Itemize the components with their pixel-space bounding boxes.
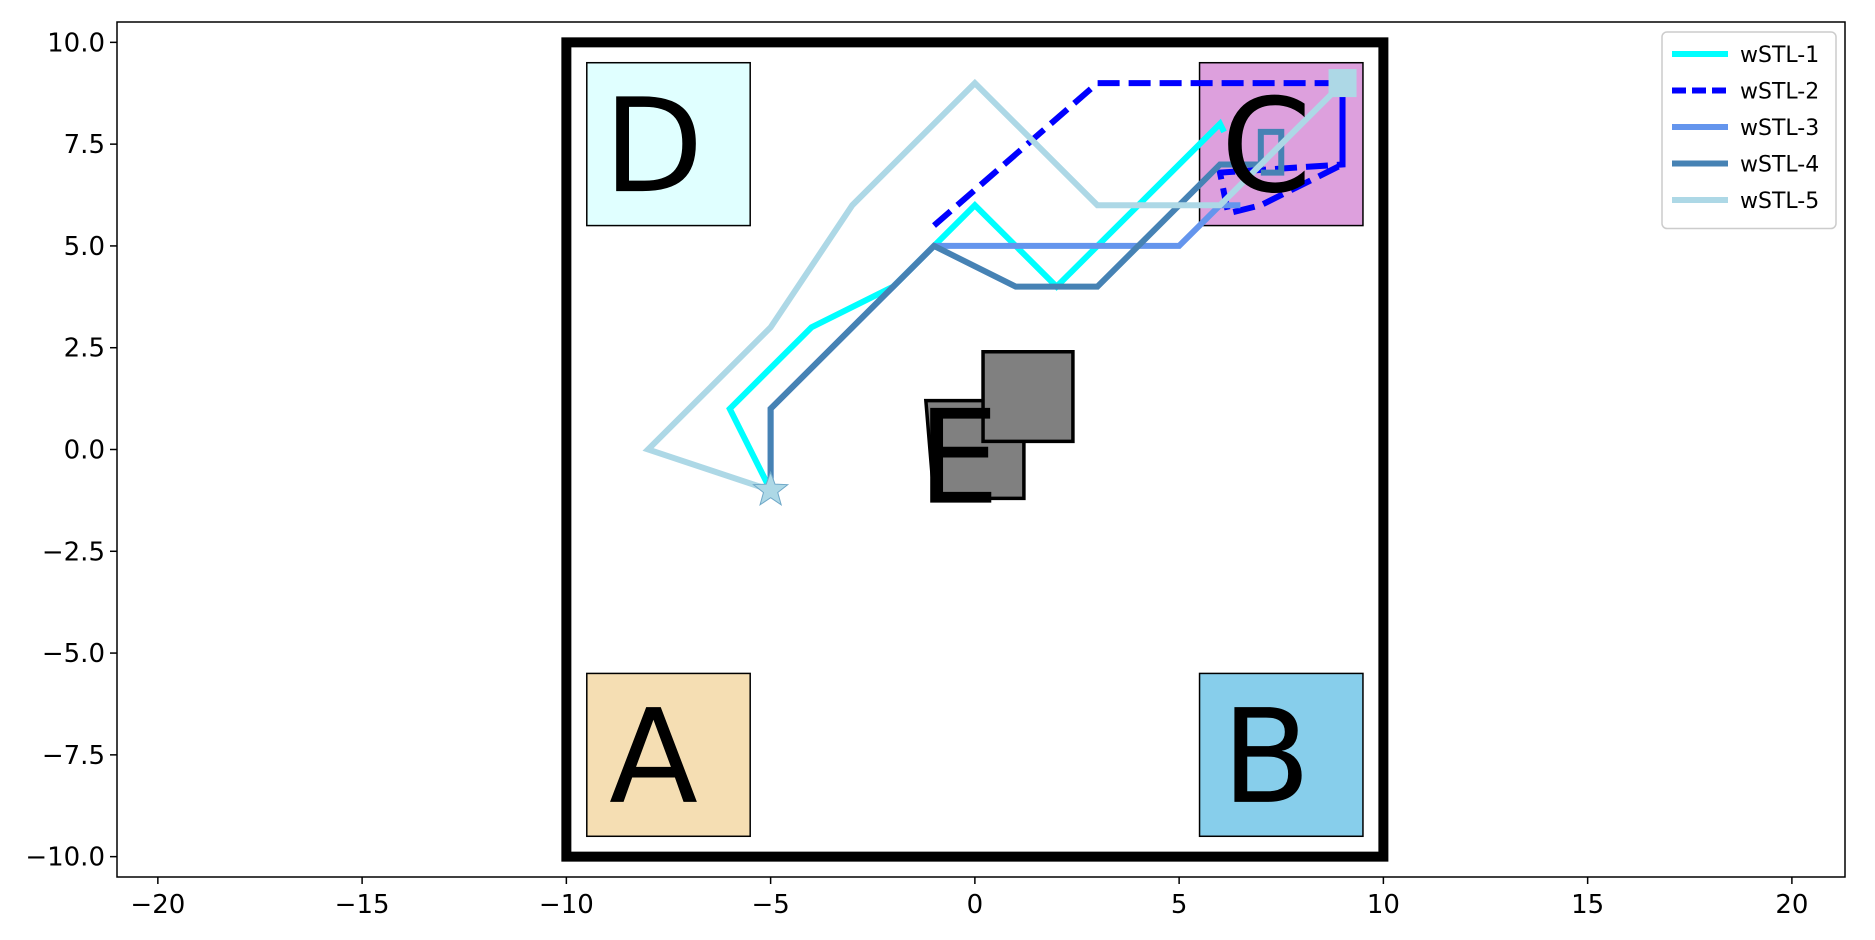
- region-d-box: [586, 61, 751, 227]
- x-tick-label: −20: [130, 890, 185, 920]
- obstacle-e-label: E: [917, 382, 999, 534]
- y-tick-label: 7.5: [64, 130, 105, 160]
- legend-box: [1661, 31, 1837, 230]
- x-tick-label: 5: [1171, 890, 1188, 920]
- x-axis: −20 −15 −10 −5 0 5 10 15 20: [130, 877, 1808, 920]
- y-tick-label: −10.0: [25, 843, 105, 873]
- x-tick-label: −10: [539, 890, 594, 920]
- series-line-wstl-1: [726, 118, 1227, 492]
- y-tick-label: 2.5: [64, 334, 105, 364]
- series-layer: [642, 69, 1357, 494]
- region-a-label: A: [609, 681, 698, 833]
- x-tick-label: 10: [1367, 890, 1400, 920]
- y-axis: −10.0 −7.5 −5.0 −2.5 0.0 2.5 5.0 7.5 10.0: [25, 28, 117, 873]
- y-tick-label: 10.0: [47, 28, 105, 58]
- obstacles-layer: [923, 350, 1075, 501]
- series-line-wstl-2: [932, 80, 1346, 228]
- series-line-wstl-4: [767, 128, 1285, 491]
- region-d-label: D: [603, 70, 703, 222]
- start-layer: [752, 470, 790, 506]
- y-tick-label: 0.0: [64, 436, 105, 466]
- x-tick-label: 20: [1775, 890, 1808, 920]
- region-b-box: [1198, 672, 1364, 838]
- x-tick-label: 0: [967, 890, 984, 920]
- legend-label-wstl-4: wSTL-4: [1740, 153, 1819, 178]
- workspace-boundary: [561, 37, 1389, 862]
- legend-label-wstl-2: wSTL-2: [1740, 80, 1819, 105]
- obstacle-2: [981, 350, 1075, 444]
- legend-label-wstl-1: wSTL-1: [1740, 43, 1819, 68]
- y-tick-label: −7.5: [42, 741, 105, 771]
- y-tick-label: 5.0: [64, 232, 105, 262]
- start-star-marker: [752, 470, 790, 506]
- y-tick-label: −2.5: [42, 537, 105, 567]
- region-b-label: B: [1222, 681, 1311, 833]
- y-tick-label: −5.0: [42, 639, 105, 669]
- region-a-box: [586, 672, 751, 838]
- series-line-wstl-5: [642, 78, 1345, 494]
- x-tick-label: 15: [1571, 890, 1604, 920]
- x-tick-label: −5: [751, 890, 789, 920]
- labels-layer: A B C D E: [603, 70, 1311, 833]
- legend-label-wstl-5: wSTL-5: [1740, 189, 1819, 214]
- region-c-label: C: [1221, 70, 1312, 222]
- legend-label-wstl-3: wSTL-3: [1740, 116, 1819, 141]
- goal-marker: [1328, 69, 1357, 98]
- x-tick-label: −15: [335, 890, 390, 920]
- legend: wSTL-1 wSTL-2 wSTL-3 wSTL-4 wSTL-5: [1661, 31, 1837, 230]
